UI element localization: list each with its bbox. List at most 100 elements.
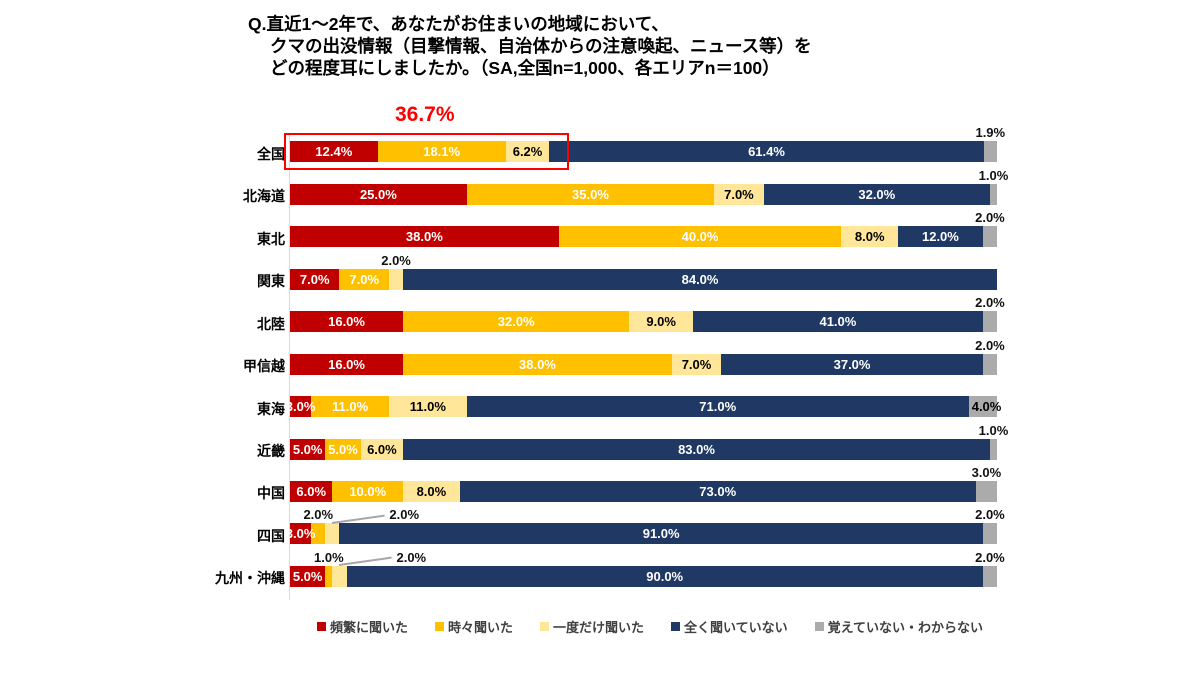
bar-segment: 5.0% — [290, 438, 326, 460]
legend-item: 一度だけ聞いた — [540, 617, 644, 636]
bar-segment: 73.0% — [459, 480, 976, 502]
segment-value-label: 11.0% — [332, 399, 369, 415]
segment-value-label-side: 4.0% — [971, 399, 1002, 415]
category-label: 近畿 — [257, 443, 285, 460]
stacked-bar-chart: 全国 12.4% 18.1% 6.2% 61.4% 1.9% 北海道 25.0% 35.0% 7.… — [0, 103, 1200, 600]
bar-row: 北陸 16.0% 32.0% 9.0% 41.0% 2.0% — [0, 290, 1200, 333]
bar-segment — [968, 396, 997, 418]
bar-row: 中国 6.0% 10.0% 8.0% 73.0% 3.0% — [0, 460, 1200, 502]
bar-segment: 11.0% — [311, 396, 389, 418]
callout-line — [332, 514, 385, 524]
category-label: 東北 — [257, 230, 285, 247]
bar-segment: 11.0% — [388, 396, 467, 418]
bar-segment: 6.0% — [360, 438, 404, 460]
segment-value-label: 38.0% — [405, 229, 443, 245]
segment-value-label-above: 1.0% — [978, 422, 1009, 438]
segment-value-label: 5.0% — [292, 441, 323, 457]
bar-segment: 5.0% — [290, 565, 326, 587]
bar-segment: 16.0% — [290, 353, 404, 375]
segment-value-label: 12.0% — [921, 229, 959, 245]
bar-segment: 38.0% — [290, 226, 559, 248]
bar-segment — [982, 353, 997, 375]
segment-value-label-callout: 2.0% — [396, 549, 427, 565]
segment-value-label: 5.0% — [292, 568, 323, 584]
segment-value-label: 71.0% — [699, 399, 737, 415]
bar-segment: 8.0% — [841, 226, 898, 248]
segment-value-label-above: 2.0% — [975, 337, 1005, 353]
bar-segment — [982, 565, 997, 587]
segment-value-label: 90.0% — [646, 568, 684, 584]
segment-value-label-above: 1.0% — [314, 549, 344, 565]
legend-swatch-icon — [814, 622, 824, 631]
highlight-box — [284, 133, 570, 170]
bar-segment: 32.0% — [763, 183, 990, 205]
legend-swatch-icon — [671, 622, 681, 631]
bar-segment: 3.0% — [286, 523, 315, 545]
bar-segment: 32.0% — [403, 311, 630, 333]
segment-value-label-above: 2.0% — [975, 210, 1005, 226]
bar-row: 甲信越 16.0% 38.0% 7.0% 37.0% 2.0% — [0, 332, 1200, 375]
segment-value-label: 38.0% — [519, 356, 556, 372]
category-label: 関東 — [257, 273, 285, 290]
y-axis-line — [289, 133, 290, 600]
bar-segment: 18.1% — [377, 141, 506, 163]
segment-value-label: 7.0% — [724, 186, 754, 202]
legend-swatch-icon — [316, 622, 326, 631]
segment-value-label: 73.0% — [699, 483, 737, 499]
segment-value-label: 40.0% — [681, 229, 719, 245]
segment-value-label-above: 1.0% — [978, 167, 1009, 183]
segment-value-label: 32.0% — [858, 186, 896, 202]
legend-item: 覚えていない・わからない — [814, 617, 983, 636]
bar-segment: 6.0% — [290, 480, 333, 502]
bar-segment — [332, 565, 347, 587]
segment-value-label: 37.0% — [833, 356, 871, 372]
category-label: 北陸 — [257, 315, 285, 332]
category-label: 九州・沖縄 — [215, 570, 285, 587]
segment-value-label: 7.0% — [349, 271, 380, 287]
segment-value-label-above: 2.0% — [975, 549, 1005, 565]
bar-segment: 6.2% — [505, 141, 550, 163]
legend-item: 全く聞いていない — [671, 617, 788, 636]
bar-row: 北海道 25.0% 35.0% 7.0% 32.0% 1.0% — [0, 162, 1200, 205]
bar-segment: 71.0% — [466, 396, 969, 418]
bar-row: 四国 3.0% 2.0% 2.0% 91.0% 2.0% — [0, 502, 1200, 545]
bar-segment: 7.0% — [714, 183, 764, 205]
legend-swatch-icon — [435, 622, 444, 631]
segment-value-label: 91.0% — [642, 526, 680, 542]
bar-segment: 7.0% — [339, 268, 389, 290]
segment-value-label: 25.0% — [359, 186, 397, 202]
bar-row: 関東 7.0% 7.0% 2.0% 84.0% — [0, 247, 1200, 290]
bar-row: 九州・沖縄 5.0% 1.0% 2.0% 90.0% 2.0% — [0, 545, 1200, 587]
bar-segment: 41.0% — [692, 311, 983, 333]
callout-line — [339, 557, 393, 566]
bar-row: 近畿 5.0% 5.0% 6.0% 83.0% 1.0% — [0, 417, 1200, 460]
segment-value-label: 16.0% — [328, 314, 365, 330]
bar-segment — [975, 480, 997, 502]
segment-value-label: 61.4% — [748, 144, 785, 160]
segment-value-label: 11.0% — [409, 399, 446, 415]
bar-segment — [982, 311, 997, 333]
segment-value-label-above: 2.0% — [381, 252, 411, 268]
bar-segment: 91.0% — [339, 523, 983, 545]
category-label: 中国 — [257, 485, 285, 502]
segment-value-label: 5.0% — [328, 441, 358, 457]
segment-value-label: 6.0% — [367, 441, 397, 457]
segment-value-label: 35.0% — [572, 186, 609, 202]
segment-value-label: 9.0% — [646, 314, 676, 330]
bar-segment: 3.0% — [286, 396, 315, 418]
segment-value-label: 3.0% — [285, 526, 316, 542]
category-label: 甲信越 — [243, 358, 285, 375]
category-label: 東海 — [257, 400, 285, 417]
segment-value-label: 16.0% — [328, 356, 365, 372]
legend-label: 一度だけ聞いた — [553, 620, 645, 635]
segment-value-label-above: 2.0% — [975, 507, 1005, 523]
bar-segment: 5.0% — [325, 438, 361, 460]
category-label: 北海道 — [243, 188, 285, 205]
title-line-3: どの程度耳にしましたか。（SA,全国n=1,000、各エリアn＝100） — [270, 58, 780, 78]
bar-segment: 61.4% — [549, 141, 984, 163]
bar-segment — [388, 268, 404, 290]
bar-segment — [982, 226, 997, 248]
segment-value-label: 18.1% — [423, 144, 461, 160]
bar-row: 東北 38.0% 40.0% 8.0% 12.0% 2.0% — [0, 205, 1200, 248]
category-label: 四国 — [257, 527, 285, 544]
